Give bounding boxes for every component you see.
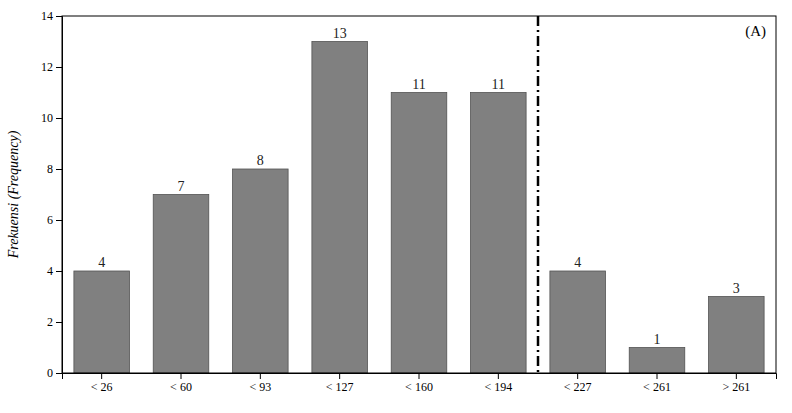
data-label: 4 [98, 255, 105, 270]
data-labels: 478131111413 [98, 26, 740, 347]
plot-frame [62, 16, 776, 373]
y-tick-mark [56, 373, 62, 374]
x-tick-mark [498, 373, 499, 379]
data-label: 4 [574, 255, 581, 270]
x-tick-mark [260, 373, 261, 379]
x-tick-label: < 227 [564, 380, 592, 394]
x-tick-label: < 261 [643, 380, 671, 394]
x-tick: < 160 [405, 373, 433, 394]
bar [709, 297, 765, 374]
y-tick-mark [56, 16, 62, 17]
y-axis-line [56, 17, 63, 374]
chart: 02468101214< 26< 60< 93< 127< 160< 194< … [0, 0, 792, 413]
bar [391, 93, 447, 374]
x-tick: < 227 [564, 373, 592, 394]
y-tick: 6 [47, 213, 62, 227]
y-axis-title: Frekuensi (Frequency) [6, 130, 22, 259]
plot: 02468101214< 26< 60< 93< 127< 160< 194< … [41, 9, 777, 393]
y-tick: 12 [41, 60, 62, 74]
x-tick-mark [657, 373, 658, 379]
y-tick: 0 [47, 366, 62, 380]
x-tick-label: > 261 [722, 380, 750, 394]
data-label: 3 [733, 281, 740, 296]
y-tick: 10 [41, 111, 62, 125]
bar [629, 348, 685, 374]
y-tick-label: 10 [41, 111, 53, 125]
x-tick-mark [101, 373, 102, 379]
y-tick-mark [56, 322, 62, 323]
x-tick: < 127 [326, 373, 354, 394]
x-tick: < 26 [91, 373, 113, 394]
bar [312, 42, 368, 374]
bar [153, 195, 209, 374]
x-tick-label: < 160 [405, 380, 433, 394]
data-label: 8 [257, 153, 264, 168]
bar [550, 271, 606, 373]
y-tick-label: 6 [47, 213, 53, 227]
x-tick: < 93 [249, 373, 271, 394]
y-tick-mark [56, 220, 62, 221]
x-tick-mark [339, 373, 340, 379]
x-tick-mark [181, 373, 182, 379]
x-tick: < 60 [170, 373, 192, 394]
data-label: 11 [412, 77, 425, 92]
y-tick-mark [56, 67, 62, 68]
y-tick-label: 2 [47, 315, 53, 329]
x-tick-mark [419, 373, 420, 379]
y-tick: 2 [47, 315, 62, 329]
annotation: (A) [745, 23, 766, 40]
y-tick-mark [56, 271, 62, 272]
bar [471, 93, 527, 374]
data-label: 11 [492, 77, 505, 92]
x-tick-label: < 60 [170, 380, 192, 394]
x-tick: < 261 [643, 373, 671, 394]
x-tick-mark [736, 373, 737, 379]
y-tick: 8 [47, 162, 62, 176]
y-tick-mark [56, 169, 62, 170]
y-tick: 4 [47, 264, 62, 278]
y-axis: 0 2 4 6 8 10 12 14 [41, 9, 63, 380]
y-tick: 14 [41, 9, 62, 23]
x-tick-label: < 194 [484, 380, 512, 394]
y-tick-label: 12 [41, 60, 53, 74]
x-tick: < 194 [484, 373, 512, 394]
x-tick-mark [577, 373, 578, 379]
x-tick: > 261 [722, 373, 750, 394]
data-label: 7 [178, 179, 185, 194]
y-tick-label: 0 [47, 366, 53, 380]
x-tick-label: < 127 [326, 380, 354, 394]
x-axis: < 26 < 60 < 93 < 127 < 160 < 194 < 227 < 261 > 2… [63, 373, 777, 394]
y-tick-label: 4 [47, 264, 53, 278]
y-tick-label: 8 [47, 162, 53, 176]
x-tick-label: < 93 [249, 380, 271, 394]
y-tick-mark [56, 118, 62, 119]
data-label: 13 [333, 26, 347, 41]
y-tick-label: 14 [41, 9, 53, 23]
data-label: 1 [654, 332, 661, 347]
bar [74, 271, 130, 373]
divider-line [537, 16, 540, 373]
bars [74, 16, 764, 373]
x-axis-line [63, 374, 777, 380]
x-tick-label: < 26 [91, 380, 113, 394]
bar [233, 169, 289, 373]
